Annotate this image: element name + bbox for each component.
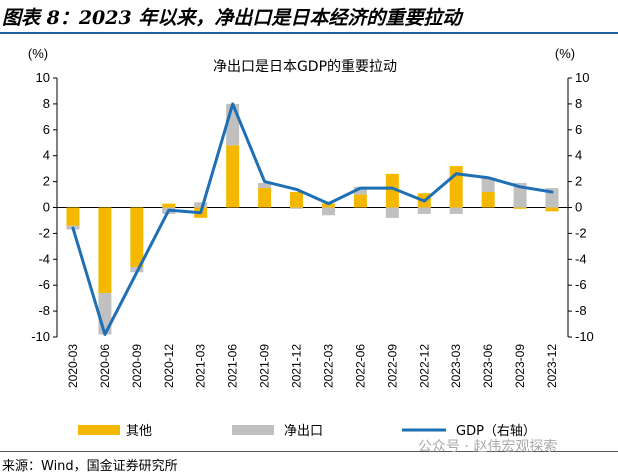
- bar-net-exports: [258, 182, 272, 189]
- y-right-tick-label: 10: [575, 70, 589, 85]
- top-rule: [0, 32, 618, 34]
- bar-other: [449, 166, 463, 208]
- bar-other: [481, 191, 495, 208]
- x-tick-label: 2021-06: [226, 344, 240, 388]
- y-right-tick-label: 8: [575, 96, 582, 111]
- bar-other: [513, 207, 527, 209]
- y-left-unit: (%): [28, 46, 48, 61]
- x-tick-label: 2020-12: [162, 344, 176, 388]
- y-right-tick-label: -4: [575, 251, 587, 266]
- figure-title: 图表 8：2023 年以来，净出口是日本经济的重要拉动: [2, 7, 462, 29]
- x-tick-label: 2022-09: [385, 344, 399, 388]
- bar-other: [258, 188, 272, 208]
- y-left-tick-label: 0: [43, 200, 50, 215]
- legend-label-net-exports: 净出口: [284, 424, 323, 439]
- gdp-line: [71, 102, 554, 336]
- bar-net-exports: [353, 186, 367, 195]
- bar-other: [353, 194, 367, 208]
- bar-other: [545, 207, 559, 212]
- bar-other: [130, 207, 144, 268]
- bar-other: [290, 191, 304, 208]
- y-left-tick-label: 6: [43, 122, 50, 137]
- x-tick-label: 2022-03: [321, 344, 335, 388]
- x-tick-label: 2023-03: [449, 344, 463, 388]
- legend-label-other: 其他: [126, 424, 152, 439]
- x-tick-label: 2021-03: [194, 344, 208, 388]
- y-right-tick-label: -8: [575, 303, 587, 318]
- x-tick-label: 2022-06: [353, 344, 367, 388]
- bar-other: [66, 207, 80, 226]
- bar-net-exports: [290, 207, 304, 209]
- bar-net-exports: [385, 207, 399, 218]
- y-left-tick-label: 10: [36, 70, 50, 85]
- y-right-tick-label: 6: [575, 122, 582, 137]
- y-right-unit: (%): [555, 46, 575, 61]
- y-right-tick-label: 4: [575, 148, 582, 163]
- bar-other: [385, 173, 399, 208]
- bar-net-exports: [417, 207, 431, 214]
- x-tick-label: 2022-12: [417, 344, 431, 388]
- x-tick-label: 2021-12: [290, 344, 304, 388]
- y-left-tick-label: -8: [38, 303, 50, 318]
- chart-title: 净出口是日本GDP的重要拉动: [213, 59, 397, 75]
- x-tick-label: 2023-09: [513, 344, 527, 388]
- y-left-tick-label: 8: [43, 96, 50, 111]
- source-note: 来源：Wind，国金证券研究所: [2, 459, 178, 474]
- legend-swatch-net-exports: [232, 425, 274, 435]
- y-left-tick-label: -10: [31, 329, 50, 344]
- x-tick-label: 2021-09: [258, 344, 272, 388]
- y-right-tick-label: -2: [575, 225, 587, 240]
- x-tick-label: 2020-06: [98, 344, 112, 388]
- bars: [66, 103, 559, 335]
- bar-net-exports: [481, 177, 495, 192]
- legend: 其他 净出口 GDP（右轴）: [78, 424, 536, 439]
- x-tick-label: 2023-12: [545, 344, 559, 388]
- y-left-tick-label: 2: [43, 174, 50, 189]
- y-left-tick-label: 4: [43, 148, 50, 163]
- bar-other: [98, 207, 112, 293]
- bar-other: [321, 203, 335, 208]
- x-tick-label: 2023-06: [481, 344, 495, 388]
- y-left-tick-label: -4: [38, 251, 50, 266]
- bar-net-exports: [194, 202, 208, 208]
- y-left-tick-label: -2: [38, 225, 50, 240]
- y-right-tick-label: 2: [575, 174, 582, 189]
- bottom-rule: [0, 451, 618, 452]
- bar-other: [226, 145, 240, 208]
- legend-label-gdp: GDP（右轴）: [456, 424, 536, 439]
- x-tick-label: 2020-03: [66, 344, 80, 388]
- bar-net-exports: [321, 207, 335, 216]
- bar-net-exports: [513, 182, 527, 208]
- watermark: 公众号 · 赵伟宏观探索: [418, 439, 558, 455]
- bar-other: [162, 203, 176, 208]
- x-tick-label: 2020-09: [130, 344, 144, 388]
- gdp-line-group: [71, 102, 554, 336]
- y-right-tick-label: 0: [575, 200, 582, 215]
- tick-labels: -10 -8 -6 -4 -2 0 2 4 6 8 10 -10 -8 -6 -4 -2 0 2 4 6 8 10 2020…: [31, 70, 594, 388]
- bar-net-exports: [449, 207, 463, 214]
- y-right-tick-label: -6: [575, 277, 587, 292]
- y-left-tick-label: -6: [38, 277, 50, 292]
- legend-swatch-other: [78, 425, 120, 435]
- y-right-tick-label: -10: [575, 329, 594, 344]
